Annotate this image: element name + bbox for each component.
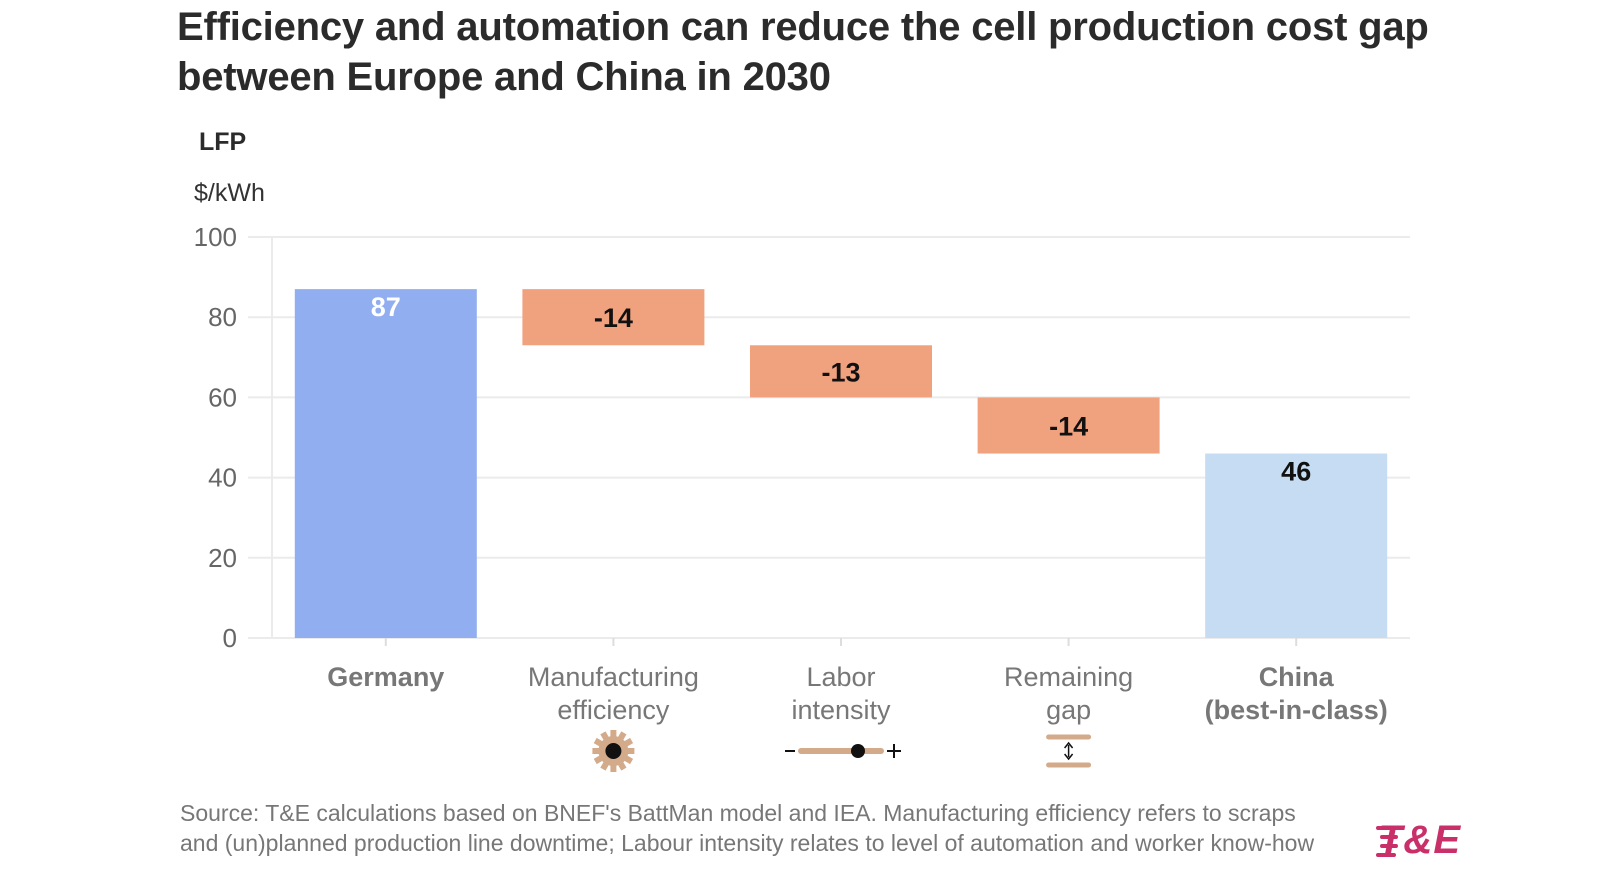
x-tick-label: Germany: [327, 662, 444, 692]
bar: [750, 345, 932, 398]
title-line-1: Efficiency and automation can reduce the…: [177, 5, 1429, 49]
data-label: 87: [371, 292, 401, 322]
x-tick-label: China: [1259, 662, 1335, 692]
data-label: -14: [1049, 411, 1088, 441]
bar: [294, 289, 477, 638]
x-tick-label: Labor: [806, 662, 875, 692]
waterfall-chart: 0 20 40 60 80 100 87 Germany -14 Manufacturingeff…: [194, 222, 1410, 772]
x-tick-label: intensity: [791, 695, 891, 725]
y-tick-label: 40: [208, 463, 237, 493]
y-tick-label: 80: [208, 302, 237, 332]
bar: [977, 397, 1160, 454]
source-note: Source: T&E calculations based on BNEF's…: [180, 800, 1315, 856]
gear-tooth: [592, 748, 601, 754]
y-tick-label: 60: [208, 382, 237, 412]
x-tick-label: (best-in-class): [1205, 695, 1388, 725]
gap-arrow-heads: [1064, 741, 1074, 761]
title-line-2: between Europe and China in 2030: [177, 55, 831, 99]
y-tick-label: 0: [223, 623, 237, 653]
y-tick-label: 100: [194, 222, 237, 252]
x-tick-label: gap: [1046, 695, 1091, 725]
logo-lines-icon: [1376, 826, 1398, 857]
gear-icon: [592, 730, 635, 772]
y-axis-unit: $/kWh: [194, 179, 265, 207]
data-label: -13: [821, 357, 860, 387]
x-tick-label: Remaining: [1004, 662, 1133, 692]
gear-hub: [605, 743, 622, 759]
data-label: 46: [1281, 457, 1311, 487]
te-logo: T&E: [1378, 818, 1461, 862]
gear-tooth: [626, 748, 635, 754]
bar: [522, 289, 705, 346]
x-tick-label: Manufacturing: [528, 662, 699, 692]
chart-subtitle: LFP: [199, 128, 247, 156]
slider-knob: [851, 744, 865, 758]
x-tick-label: efficiency: [557, 695, 670, 725]
chart-title: Efficiency and automation can reduce the…: [177, 2, 1497, 102]
data-label: -14: [594, 303, 633, 333]
gear-tooth: [610, 730, 617, 738]
bar: [1205, 453, 1388, 638]
gear-tooth: [610, 764, 617, 772]
y-tick-label: 20: [208, 543, 237, 573]
